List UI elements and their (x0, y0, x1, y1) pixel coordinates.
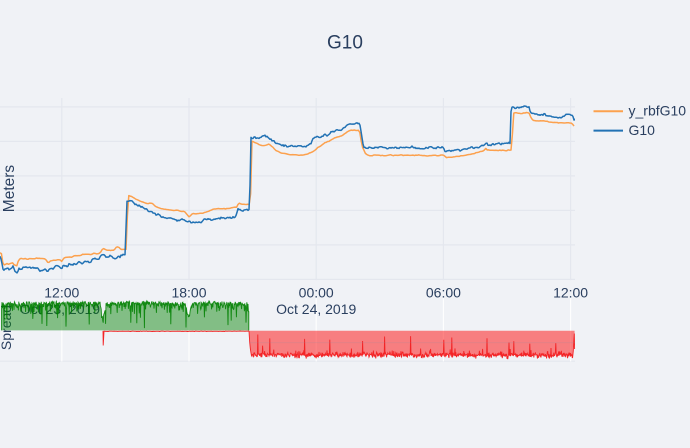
svg-text:12:00: 12:00 (44, 285, 79, 301)
svg-text:Oct 24, 2019: Oct 24, 2019 (276, 301, 356, 317)
svg-text:G10: G10 (629, 122, 656, 138)
svg-text:y_rbfG10: y_rbfG10 (629, 103, 687, 119)
svg-text:Meters: Meters (1, 165, 18, 213)
svg-text:G10: G10 (327, 33, 363, 54)
svg-text:00:00: 00:00 (299, 285, 334, 301)
svg-text:18:00: 18:00 (171, 285, 206, 301)
svg-text:12:00: 12:00 (553, 285, 588, 301)
svg-text:06:00: 06:00 (426, 285, 461, 301)
